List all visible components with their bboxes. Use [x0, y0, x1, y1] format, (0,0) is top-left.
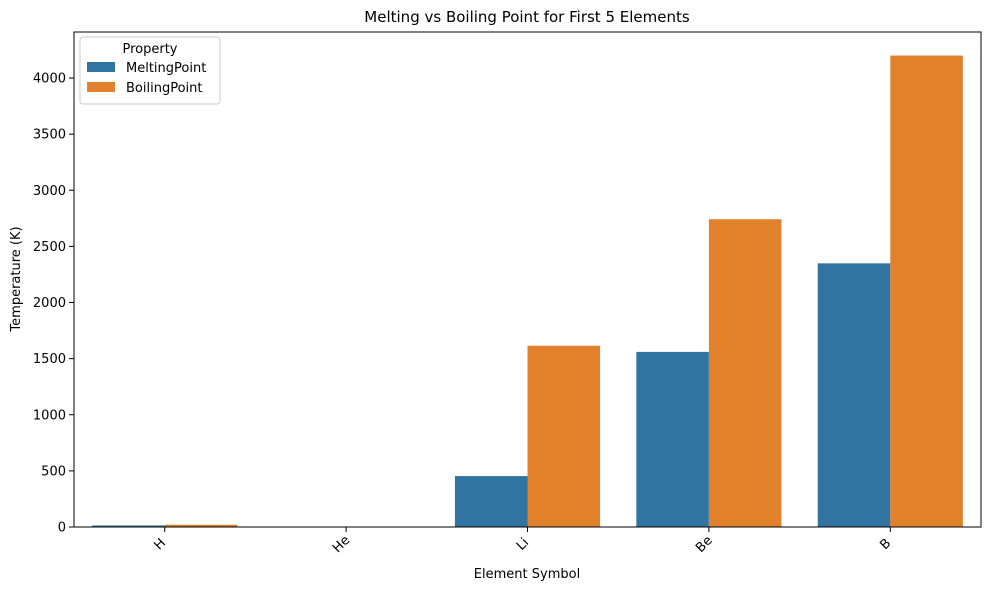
y-tick-label: 0 — [58, 521, 66, 536]
y-tick-label: 3000 — [33, 184, 66, 199]
legend: Property MeltingPoint BoilingPoint — [79, 36, 221, 105]
y-tick-label: 1000 — [33, 408, 66, 423]
bar-BoilingPoint-H — [164, 524, 238, 527]
plot-frame — [73, 31, 982, 528]
x-tick-label: B — [877, 536, 894, 553]
x-axis: H He Li Be B — [151, 527, 894, 556]
y-tick-label: 3500 — [33, 128, 66, 143]
y-tick-label: 2000 — [33, 296, 66, 311]
x-tick-label: He — [330, 533, 353, 556]
bar-BoilingPoint-Be — [708, 219, 782, 527]
bar-MeltingPoint-Be — [636, 351, 709, 527]
y-axis: 0 500 1000 1500 2000 2500 3000 3500 4000 — [33, 72, 74, 536]
bar-MeltingPoint-H — [92, 525, 165, 527]
y-tick-label: 4000 — [33, 72, 66, 87]
x-tick-label: H — [151, 536, 169, 554]
chart-title: Melting vs Boiling Point for First 5 Ele… — [364, 8, 690, 26]
x-tick-label: Li — [514, 535, 532, 553]
legend-swatch-MeltingPoint — [87, 62, 115, 72]
x-tick-label: Be — [693, 533, 716, 556]
legend-label-BoilingPoint: BoilingPoint — [126, 81, 202, 96]
bar-MeltingPoint-B — [817, 263, 891, 527]
bar-BoilingPoint-Li — [527, 345, 601, 527]
bars-group — [92, 55, 963, 527]
y-tick-label: 500 — [41, 464, 66, 479]
x-axis-label: Element Symbol — [474, 567, 580, 582]
legend-label-MeltingPoint: MeltingPoint — [126, 61, 206, 76]
legend-swatch-BoilingPoint — [87, 82, 115, 92]
bar-BoilingPoint-B — [890, 55, 963, 527]
y-axis-label: Temperature (K) — [9, 226, 24, 332]
legend-title: Property — [122, 42, 177, 57]
bar-MeltingPoint-Li — [454, 476, 528, 527]
y-tick-label: 2500 — [33, 240, 66, 255]
y-tick-label: 1500 — [33, 352, 66, 367]
